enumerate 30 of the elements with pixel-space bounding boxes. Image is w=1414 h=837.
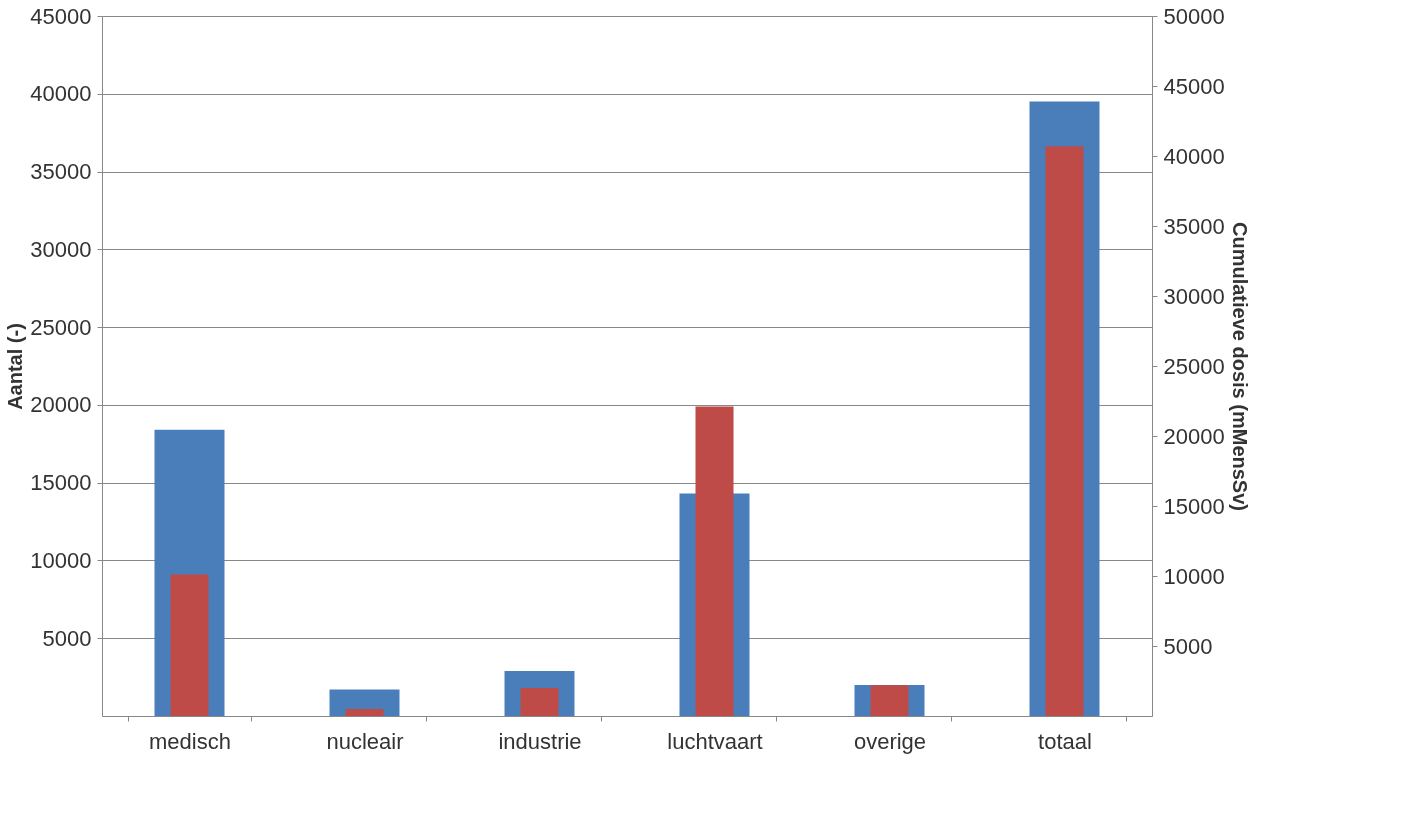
y-tick-label: 10000 (30, 547, 92, 573)
y-tick-label: 20000 (30, 392, 92, 418)
y-tick-label: 30000 (30, 236, 92, 262)
y2-tick-label: 45000 (1163, 73, 1225, 99)
y2-tick-label: 40000 (1163, 143, 1225, 169)
y-tick-label: 5000 (42, 625, 92, 651)
y-tick-label: 40000 (30, 81, 92, 107)
y-tick-label: 45000 (30, 3, 92, 29)
x-tick-label: medisch (149, 728, 231, 754)
x-tick-label: overige (853, 728, 927, 754)
x-tick-label: nucleair (326, 728, 404, 754)
bar (520, 688, 559, 716)
y2-tick-label: 25000 (1163, 353, 1225, 379)
y-tick-label: 25000 (30, 314, 92, 340)
y2-tick-label: 10000 (1163, 563, 1225, 589)
bar (170, 574, 209, 716)
y-tick-label: 15000 (30, 470, 92, 496)
y2-tick-label: 5000 (1163, 633, 1213, 659)
y2-tick-label: 30000 (1163, 283, 1225, 309)
x-tick-label: industrie (498, 728, 582, 754)
x-tick-label: luchtvaart (667, 728, 763, 754)
y2-tick-label: 50000 (1163, 3, 1225, 29)
y2-tick-label: 35000 (1163, 213, 1225, 239)
y2-tick-label: 15000 (1163, 493, 1225, 519)
y-axis-title: Aantal (-) (4, 323, 27, 410)
y2-tick-label: 20000 (1163, 423, 1225, 449)
y-tick-label: 35000 (30, 159, 92, 185)
x-tick-label: totaal (1038, 728, 1092, 754)
bar (345, 709, 384, 716)
y2-axis-title: Cumulatieve dosis (mMensSv) (1228, 222, 1251, 511)
